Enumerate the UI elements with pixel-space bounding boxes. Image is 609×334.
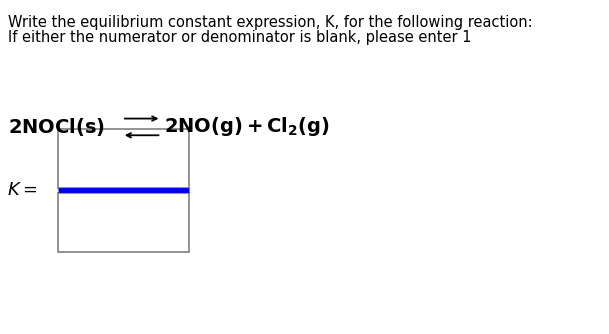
Text: $\mathbf{2NOCl(s)}$: $\mathbf{2NOCl(s)}$ [8,116,105,138]
Text: If either the numerator or denominator is blank, please enter 1: If either the numerator or denominator i… [8,30,471,45]
Text: $\mathbf{2NO(g) + Cl_2(g)}$: $\mathbf{2NO(g) + Cl_2(g)}$ [164,116,330,138]
FancyBboxPatch shape [58,193,189,252]
Text: $K =$: $K =$ [7,181,38,199]
FancyBboxPatch shape [58,129,189,188]
Text: Write the equilibrium constant expression, K, for the following reaction:: Write the equilibrium constant expressio… [8,15,532,30]
